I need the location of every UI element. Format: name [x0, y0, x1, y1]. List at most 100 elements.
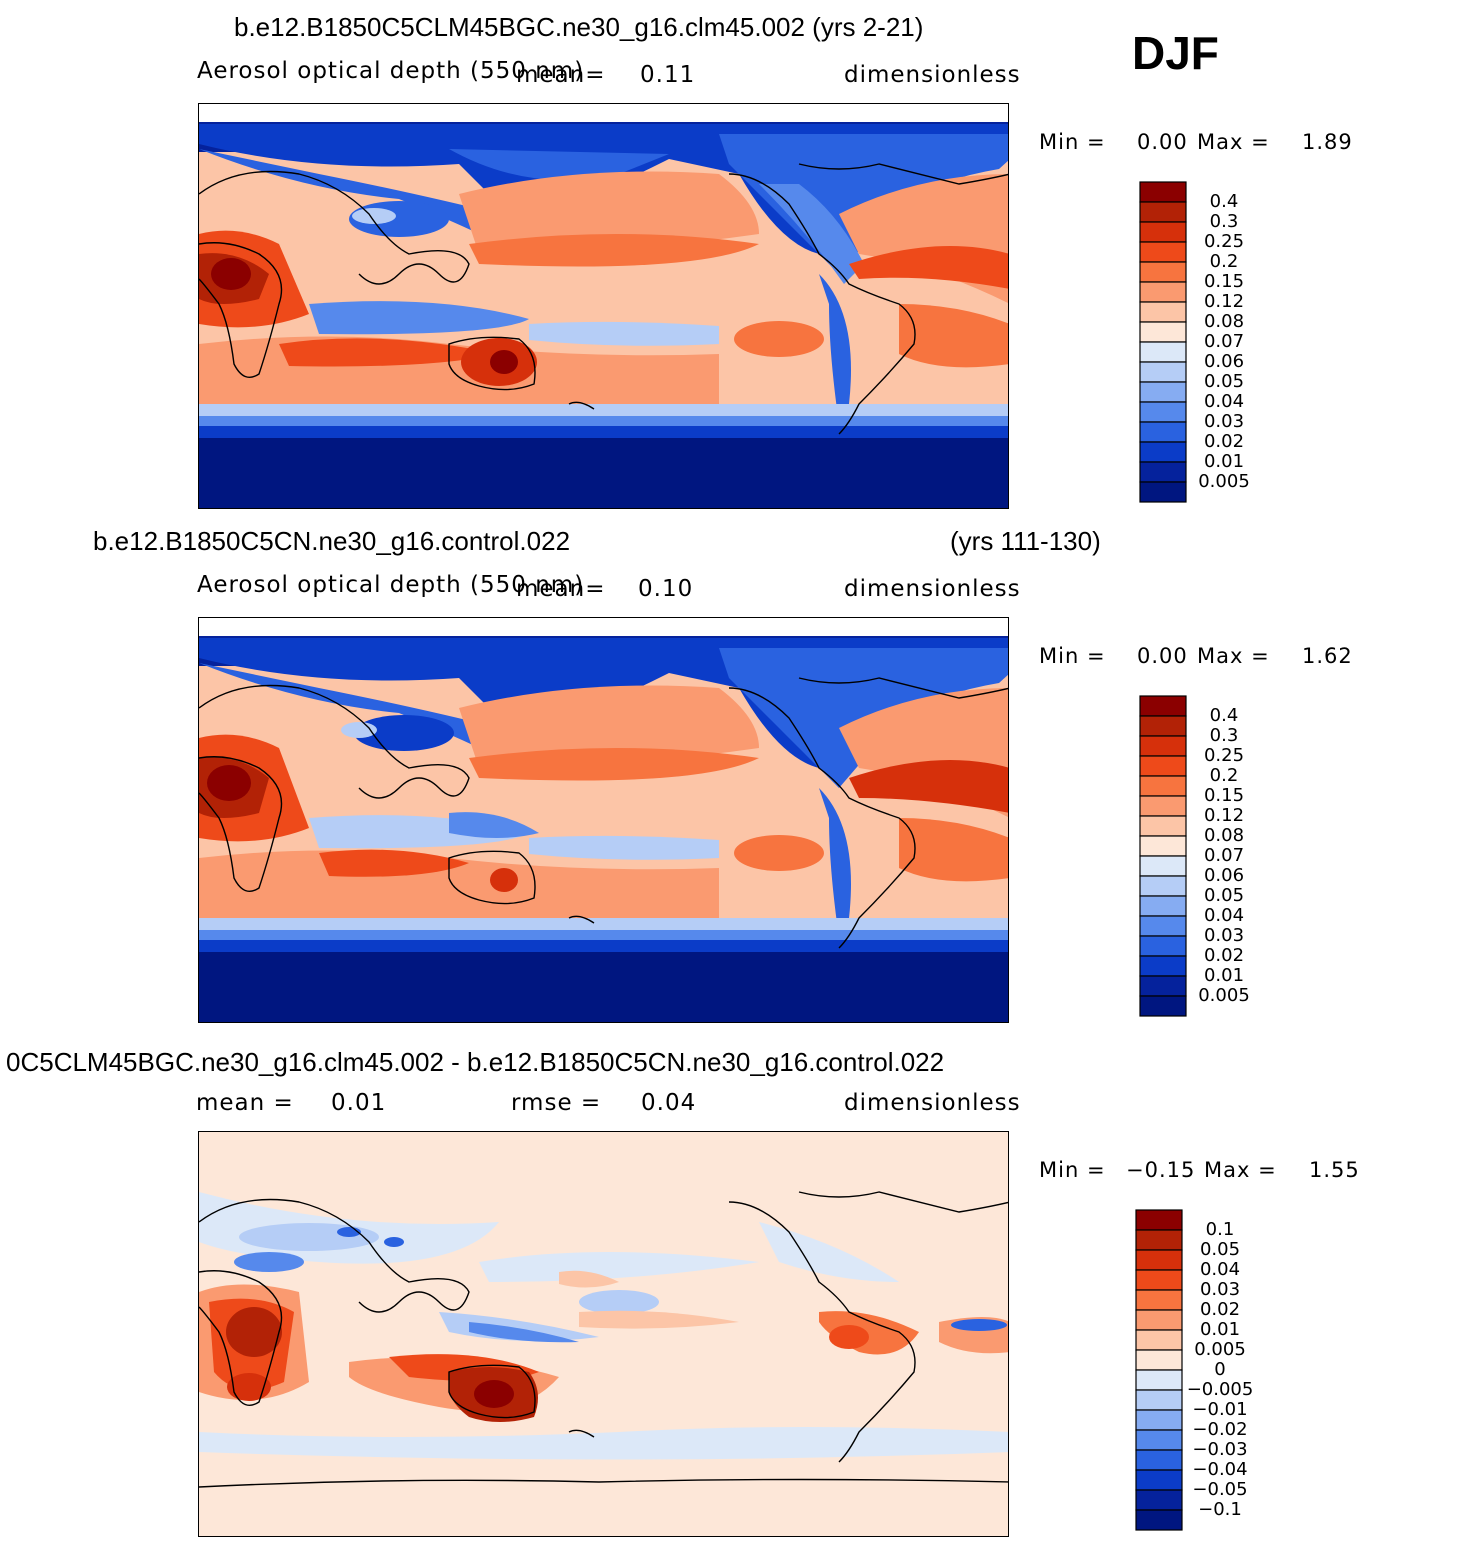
colorbar-level-label: 0.2: [1209, 251, 1239, 272]
colorbar-level-label: 0.04: [1199, 1259, 1241, 1280]
panel-2-min-label: Min =: [1039, 644, 1106, 668]
colorbar-level-label: 0.25: [1203, 745, 1245, 766]
panel-3-map: [198, 1131, 1009, 1537]
colorbar-level-label: 0.005: [1198, 985, 1250, 1006]
colorbar-level-label: 0.06: [1203, 865, 1245, 886]
colorbar-level-label: 0.06: [1203, 351, 1245, 372]
colorbar-level-label: 0.07: [1203, 331, 1245, 352]
colorbar-swatch: [1135, 1269, 1183, 1291]
panel-2-title: b.e12.B1850C5CN.ne30_g16.control.022: [93, 526, 571, 556]
panel-1-units: dimensionless: [844, 62, 1021, 88]
colorbar-swatch: [1139, 975, 1187, 997]
colorbar-swatch: [1139, 361, 1187, 383]
panel-2-mean-label: mean=: [516, 576, 606, 602]
colorbar-level-label: 0.02: [1203, 945, 1245, 966]
panel-2-variable: Aerosol optical depth (550 nm): [197, 572, 585, 598]
colorbar-swatch: [1139, 181, 1187, 203]
colorbar-level-label: −0.03: [1192, 1439, 1248, 1460]
colorbar-level-label: 0.12: [1203, 291, 1245, 312]
colorbar-level-label: 0.08: [1203, 311, 1245, 332]
colorbar-swatch: [1135, 1469, 1183, 1491]
panel-3-min-value: −0.15: [1126, 1158, 1196, 1182]
colorbar-swatch: [1139, 875, 1187, 897]
panel-3-max-label: Max =: [1204, 1158, 1277, 1182]
panel-3-title: 0C5CLM45BGC.ne30_g16.clm45.002 - b.e12.B…: [6, 1047, 945, 1077]
colorbar-swatch: [1139, 281, 1187, 303]
colorbar-level-label: 0.04: [1203, 391, 1245, 412]
colorbar-swatch: [1139, 955, 1187, 977]
colorbar-level-label: 0.15: [1203, 271, 1245, 292]
colorbar-level-label: 0.07: [1203, 845, 1245, 866]
colorbar-graphic: [1139, 695, 1187, 1017]
colorbar-swatch: [1139, 461, 1187, 483]
colorbar-level-label: 0.3: [1209, 725, 1239, 746]
colorbar-swatch: [1135, 1489, 1183, 1511]
panel-1-max-value: 1.89: [1302, 130, 1353, 154]
colorbar-level-label: 0.03: [1203, 925, 1245, 946]
colorbar-swatch: [1139, 915, 1187, 937]
colorbar-swatch: [1139, 301, 1187, 323]
colorbar-level-label: 0.3: [1209, 211, 1239, 232]
colorbar-swatch: [1139, 241, 1187, 263]
colorbar-swatch: [1139, 201, 1187, 223]
colorbar-level-label: 0.05: [1203, 371, 1245, 392]
colorbar-swatch: [1135, 1249, 1183, 1271]
panel-2-max-label: Max =: [1197, 644, 1270, 668]
colorbar-level-label: −0.05: [1192, 1479, 1248, 1500]
panel-1-mean-label: mean=: [516, 62, 606, 88]
colorbar-swatch: [1135, 1209, 1183, 1231]
colorbar-level-label: −0.01: [1192, 1399, 1248, 1420]
colorbar-level-label: 0.01: [1203, 451, 1245, 472]
colorbar-level-label: 0.4: [1209, 191, 1239, 212]
panel-1-title: b.e12.B1850C5CLM45BGC.ne30_g16.clm45.002…: [234, 12, 924, 42]
colorbar-level-label: 0.02: [1199, 1299, 1241, 1320]
colorbar-level-label: 0.2: [1209, 765, 1239, 786]
colorbar-swatch: [1139, 855, 1187, 877]
colorbar-swatch: [1139, 935, 1187, 957]
colorbar-swatch: [1135, 1349, 1183, 1371]
colorbar-level-label: 0.15: [1203, 785, 1245, 806]
colorbar-swatch: [1139, 835, 1187, 857]
colorbar-level-label: 0.08: [1203, 825, 1245, 846]
colorbar-level-label: 0.005: [1194, 1339, 1246, 1360]
colorbar-level-label: 0.01: [1203, 965, 1245, 986]
colorbar-swatch: [1139, 735, 1187, 757]
colorbar-swatch: [1135, 1309, 1183, 1331]
colorbar-swatch: [1139, 341, 1187, 363]
colorbar-swatch: [1139, 775, 1187, 797]
colorbar-level-label: −0.02: [1192, 1419, 1248, 1440]
colorbar-swatch: [1139, 321, 1187, 343]
colorbar-swatch: [1135, 1229, 1183, 1251]
colorbar-swatch: [1135, 1329, 1183, 1351]
colorbar-swatch: [1135, 1449, 1183, 1471]
colorbar-swatch: [1139, 481, 1187, 503]
colorbar-level-label: 0.04: [1203, 905, 1245, 926]
colorbar-swatch: [1139, 715, 1187, 737]
colorbar-swatch: [1135, 1429, 1183, 1451]
colorbar-graphic: [1135, 1209, 1183, 1531]
colorbar-level-label: 0: [1214, 1359, 1226, 1380]
colorbar-level-label: 0.03: [1203, 411, 1245, 432]
panel-3-mean-label: mean =: [196, 1090, 294, 1116]
panel-1-variable: Aerosol optical depth (550 nm): [197, 58, 585, 84]
panel-2-min-value: 0.00: [1137, 644, 1188, 668]
colorbar-level-label: 0.03: [1199, 1279, 1241, 1300]
colorbar-level-label: 0.1: [1205, 1219, 1235, 1240]
colorbar-swatch: [1139, 401, 1187, 423]
colorbar-swatch: [1139, 421, 1187, 443]
panel-1-map: [198, 103, 1009, 509]
panel-1-max-label: Max =: [1197, 130, 1270, 154]
colorbar-level-label: 0.02: [1203, 431, 1245, 452]
colorbar-swatch: [1135, 1369, 1183, 1391]
colorbar-swatch: [1139, 221, 1187, 243]
panel-3-min-label: Min =: [1039, 1158, 1106, 1182]
panel-3-max-value: 1.55: [1309, 1158, 1360, 1182]
season-label: DJF: [1132, 27, 1219, 79]
colorbar-swatch: [1135, 1509, 1183, 1531]
panel-3-rmse-value: 0.04: [641, 1090, 697, 1116]
colorbar-level-label: 0.05: [1199, 1239, 1241, 1260]
colorbar-swatch: [1139, 755, 1187, 777]
panel-1-mean-value: 0.11: [640, 62, 696, 88]
colorbar-swatch: [1139, 795, 1187, 817]
colorbar-level-label: 0.12: [1203, 805, 1245, 826]
